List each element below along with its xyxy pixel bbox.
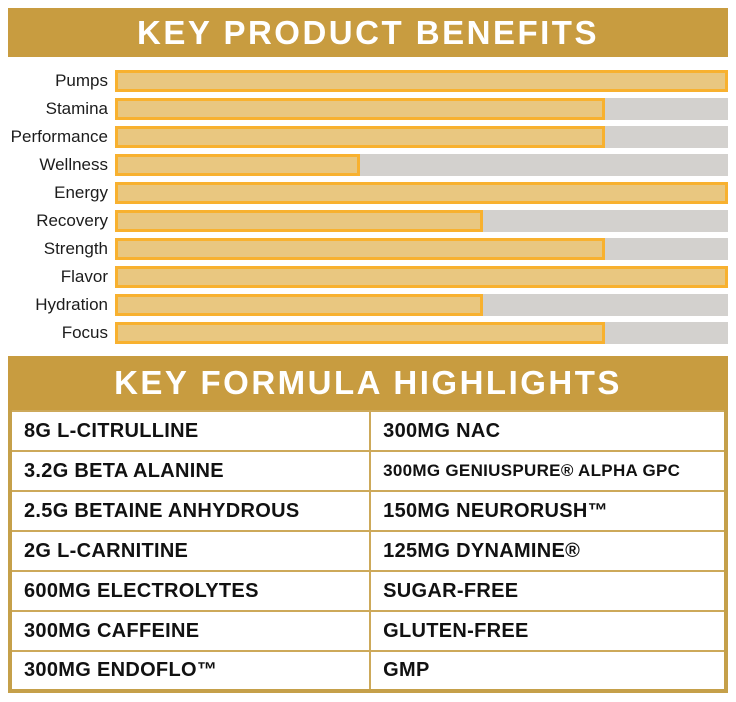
benefit-bar-track	[115, 70, 728, 92]
formula-cell: 300MG GENIUSPURE® ALPHA GPC	[369, 450, 727, 492]
formula-row: 8G L-CITRULLINE 300MG NAC	[8, 410, 727, 452]
formula-row: 3.2G BETA ALANINE 300MG GENIUSPURE® ALPHA…	[8, 450, 727, 492]
benefit-bar-fill	[115, 210, 483, 232]
benefit-row: Hydration	[8, 294, 728, 316]
formula-row: 300MG ENDOFLO™ GMP	[8, 650, 727, 692]
benefit-bar-fill	[115, 154, 361, 176]
formula-cell: SUGAR-FREE	[369, 570, 727, 612]
benefit-bar-track	[115, 238, 728, 260]
benefit-bar-fill	[115, 322, 606, 344]
formula-cell: 150MG NEURORUSH™	[369, 490, 727, 532]
benefit-label: Energy	[54, 183, 108, 202]
formula-row: 2.5G BETAINE ANHYDROUS 150MG NEURORUSH™	[8, 490, 727, 532]
benefit-bar-fill	[115, 266, 728, 288]
benefit-row: Wellness	[8, 154, 728, 176]
formula-cell: 300MG NAC	[369, 410, 727, 452]
formula-cell: 2.5G BETAINE ANHYDROUS	[8, 490, 372, 532]
benefit-label: Pumps	[55, 71, 108, 90]
benefit-bar-track	[115, 126, 728, 148]
benefit-row: Energy	[8, 182, 728, 204]
benefit-row: Strength	[8, 238, 728, 260]
formula-cell: GMP	[369, 650, 727, 692]
benefit-bar-fill	[115, 238, 606, 260]
benefit-bar-track	[115, 182, 728, 204]
formula-row: 300MG CAFFEINE GLUTEN-FREE	[8, 610, 727, 652]
formula-cell: 3.2G BETA ALANINE	[8, 450, 372, 492]
formula-cell: 300MG ENDOFLO™	[8, 650, 372, 692]
benefit-bar-fill	[115, 98, 606, 120]
benefit-row: Pumps	[8, 70, 728, 92]
benefit-bar-fill	[115, 294, 483, 316]
formula-title: KEY FORMULA HIGHLIGHTS	[114, 364, 622, 401]
benefit-label: Flavor	[60, 267, 108, 286]
benefit-bar-track	[115, 154, 728, 176]
formula-section: KEY FORMULA HIGHLIGHTS 8G L-CITRULLINE 30…	[8, 356, 728, 693]
benefit-label: Focus	[61, 323, 108, 342]
formula-cell: 300MG CAFFEINE	[8, 610, 372, 652]
benefits-bar-chart: Pumps Stamina Performance Wellness Energy Rec…	[8, 70, 728, 344]
formula-row: 600MG ELECTROLYTES SUGAR-FREE	[8, 570, 727, 612]
benefit-label: Hydration	[35, 295, 108, 314]
benefit-label: Performance	[10, 127, 108, 146]
formula-row: 2G L-CARNITINE 125MG DYNAMINE®	[8, 530, 727, 572]
formula-cell: 125MG DYNAMINE®	[369, 530, 727, 572]
benefit-bar-track	[115, 210, 728, 232]
benefit-row: Flavor	[8, 266, 728, 288]
benefit-label: Strength	[43, 239, 108, 258]
benefit-bar-track	[115, 322, 728, 344]
formula-table: 8G L-CITRULLINE 300MG NAC 3.2G BETA ALANIN…	[8, 410, 728, 693]
benefit-label: Wellness	[39, 155, 108, 174]
benefits-header: KEY PRODUCT BENEFITS	[8, 8, 728, 57]
benefit-bar-track	[115, 266, 728, 288]
benefit-bar-fill	[115, 126, 606, 148]
benefit-label: Recovery	[36, 211, 108, 230]
formula-cell: 8G L-CITRULLINE	[8, 410, 372, 452]
benefit-row: Stamina	[8, 98, 728, 120]
benefit-row: Performance	[8, 126, 728, 148]
benefit-row: Focus	[8, 322, 728, 344]
formula-header: KEY FORMULA HIGHLIGHTS	[8, 356, 728, 410]
benefits-title: KEY PRODUCT BENEFITS	[137, 13, 599, 51]
benefit-label: Stamina	[45, 99, 108, 118]
formula-cell: 600MG ELECTROLYTES	[8, 570, 372, 612]
formula-cell: GLUTEN-FREE	[369, 610, 727, 652]
benefit-bar-track	[115, 98, 728, 120]
formula-cell: 2G L-CARNITINE	[8, 530, 372, 572]
benefit-row: Recovery	[8, 210, 728, 232]
benefit-bar-track	[115, 294, 728, 316]
benefit-bar-fill	[115, 182, 728, 204]
benefit-bar-fill	[115, 70, 728, 92]
